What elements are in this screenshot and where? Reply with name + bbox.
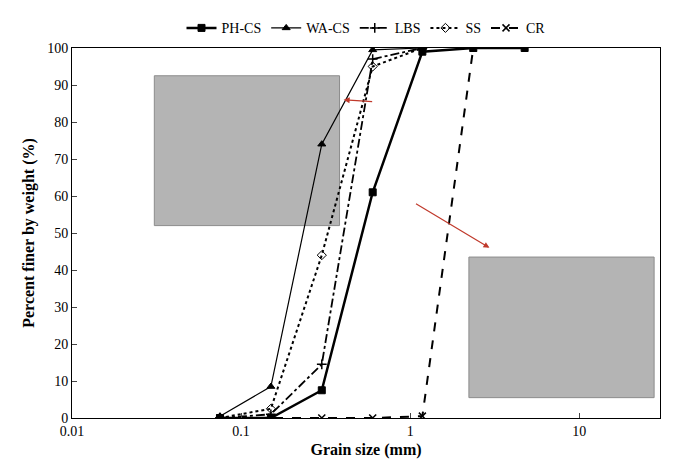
svg-text:SS: SS: [465, 21, 481, 36]
svg-text:LBS: LBS: [395, 21, 421, 36]
svg-text:0.01: 0.01: [60, 424, 85, 439]
svg-text:70: 70: [54, 152, 68, 167]
svg-text:PH-CS: PH-CS: [222, 21, 262, 36]
svg-text:20: 20: [54, 337, 68, 352]
svg-text:Grain size (mm): Grain size (mm): [310, 441, 421, 459]
svg-text:80: 80: [54, 115, 68, 130]
svg-text:WA-CS: WA-CS: [306, 21, 350, 36]
svg-text:Percent finer by weight (%): Percent finer by weight (%): [20, 138, 38, 328]
svg-text:10: 10: [54, 374, 68, 389]
svg-text:50: 50: [54, 226, 68, 241]
svg-text:60: 60: [54, 189, 68, 204]
svg-text:30: 30: [54, 300, 68, 315]
svg-text:40: 40: [54, 263, 68, 278]
svg-text:90: 90: [54, 78, 68, 93]
svg-text:0: 0: [61, 411, 68, 426]
svg-text:0.1: 0.1: [232, 424, 250, 439]
svg-text:CR: CR: [526, 21, 545, 36]
svg-text:100: 100: [47, 41, 68, 56]
svg-text:1: 1: [407, 424, 414, 439]
svg-text:10: 10: [572, 424, 586, 439]
